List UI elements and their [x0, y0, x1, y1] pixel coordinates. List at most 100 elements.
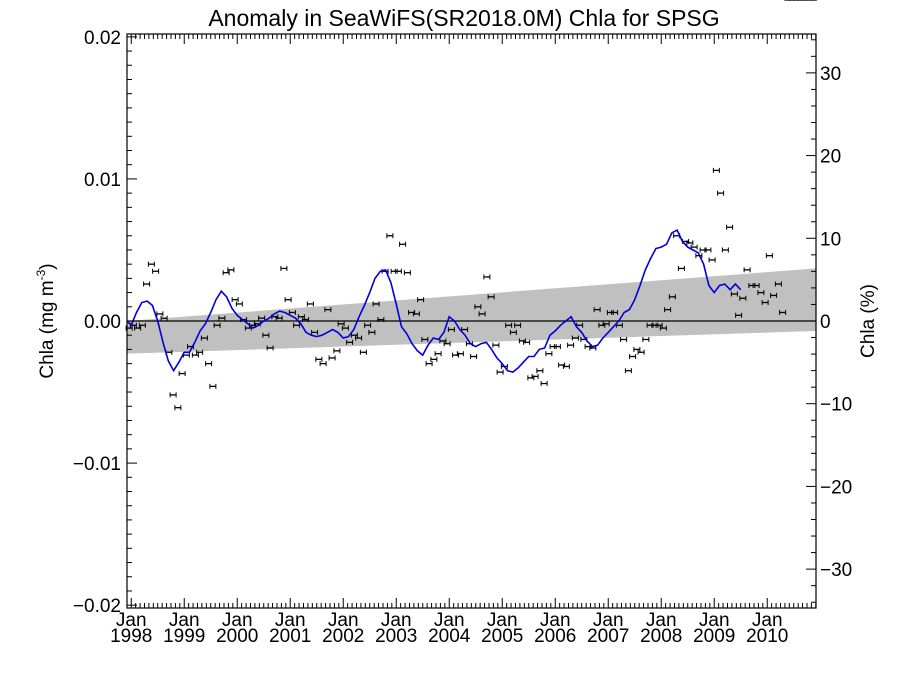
- data-point: [169, 392, 177, 398]
- data-point: [160, 315, 168, 321]
- data-point: [218, 315, 226, 321]
- x-tick-year: 2002: [322, 626, 364, 647]
- y2-tick-label: −10: [820, 395, 852, 416]
- data-point: [739, 295, 747, 301]
- data-point: [425, 361, 433, 367]
- data-point: [712, 167, 720, 173]
- chart-title: Anomaly in SeaWiFS(SR2018.0M) Chla for S…: [208, 5, 719, 31]
- data-point: [443, 341, 451, 347]
- data-point: [545, 351, 553, 357]
- data-point: [328, 355, 336, 361]
- y-tick-label: 0.02: [84, 28, 121, 49]
- data-point: [394, 268, 402, 274]
- y2-tick-label: 20: [820, 147, 841, 168]
- data-point: [611, 309, 619, 315]
- data-point: [134, 325, 142, 331]
- data-point: [280, 265, 288, 271]
- data-point: [704, 247, 712, 253]
- data-point: [143, 281, 151, 287]
- data-point: [152, 268, 160, 274]
- data-point: [474, 304, 482, 310]
- data-point: [496, 369, 504, 375]
- right-y-axis: −30 −20 −10 0 10 20 30: [806, 39, 852, 603]
- trend-band-layer: [127, 268, 816, 354]
- data-point: [439, 338, 447, 344]
- data-point: [770, 292, 778, 298]
- data-point: [266, 345, 274, 351]
- x-tick-year: 2006: [534, 626, 576, 647]
- data-point: [231, 297, 239, 303]
- trend-band: [127, 268, 816, 354]
- data-point: [209, 383, 217, 389]
- x-tick-year: 2005: [481, 626, 523, 647]
- data-point: [355, 335, 363, 341]
- data-point: [620, 336, 628, 342]
- data-point: [540, 381, 548, 387]
- data-point: [377, 317, 385, 323]
- data-point: [235, 301, 243, 307]
- data-point: [311, 329, 319, 335]
- y-axis-title: Chla (mg m-3): [34, 263, 58, 378]
- data-point: [434, 351, 442, 357]
- data-point: [399, 241, 407, 247]
- data-point: [571, 335, 579, 341]
- y-axis-title-close: ): [37, 263, 58, 269]
- data-point: [456, 351, 464, 357]
- data-point: [602, 321, 610, 327]
- data-point: [191, 352, 199, 358]
- y-tick-label: 0.00: [84, 312, 121, 333]
- x-tick-month: Jan: [593, 610, 624, 631]
- x-tick-year: 2001: [269, 626, 311, 647]
- data-point: [531, 373, 539, 379]
- data-point: [196, 349, 204, 355]
- data-point: [138, 322, 146, 328]
- data-point: [372, 301, 380, 307]
- data-point: [403, 270, 411, 276]
- data-point: [637, 349, 645, 355]
- monthly-anomaly-points: [125, 0, 817, 411]
- x-tick-year: 2009: [693, 626, 735, 647]
- y2-tick-label: 0: [820, 312, 831, 333]
- data-point: [668, 294, 676, 300]
- y2-tick-label: 10: [820, 229, 841, 250]
- data-point: [359, 349, 367, 355]
- data-point: [523, 339, 531, 345]
- data-point: [205, 361, 213, 367]
- data-point: [412, 311, 420, 317]
- data-point: [487, 294, 495, 300]
- data-point: [765, 253, 773, 259]
- data-point: [633, 346, 641, 352]
- data-point: [624, 368, 632, 374]
- data-point: [421, 336, 429, 342]
- data-point: [227, 267, 235, 273]
- data-point: [774, 281, 782, 287]
- y-tick-label: −0.02: [73, 596, 121, 617]
- data-point: [761, 300, 769, 306]
- data-point: [659, 325, 667, 331]
- data-point: [642, 336, 650, 342]
- x-tick-year: 2004: [428, 626, 471, 647]
- data-point: [306, 301, 314, 307]
- data-point: [505, 322, 513, 328]
- x-tick-month: Jan: [381, 610, 412, 631]
- data-point: [757, 290, 765, 296]
- x-tick-month: Jan: [434, 610, 465, 631]
- data-point: [779, 309, 787, 315]
- x-tick-month: Jan: [646, 610, 677, 631]
- data-point: [567, 342, 575, 348]
- data-point: [708, 257, 716, 263]
- data-point: [735, 312, 743, 318]
- data-point: [730, 291, 738, 297]
- data-point: [509, 329, 517, 335]
- data-point: [447, 327, 455, 333]
- data-point: [677, 265, 685, 271]
- data-point: [275, 315, 283, 321]
- y-axis-title-sup: -3: [34, 269, 48, 280]
- data-point: [726, 224, 734, 230]
- data-point: [593, 307, 601, 313]
- data-point: [297, 314, 305, 320]
- data-point: [262, 332, 270, 338]
- data-point: [337, 321, 345, 327]
- y-tick-label: 0.01: [84, 170, 121, 191]
